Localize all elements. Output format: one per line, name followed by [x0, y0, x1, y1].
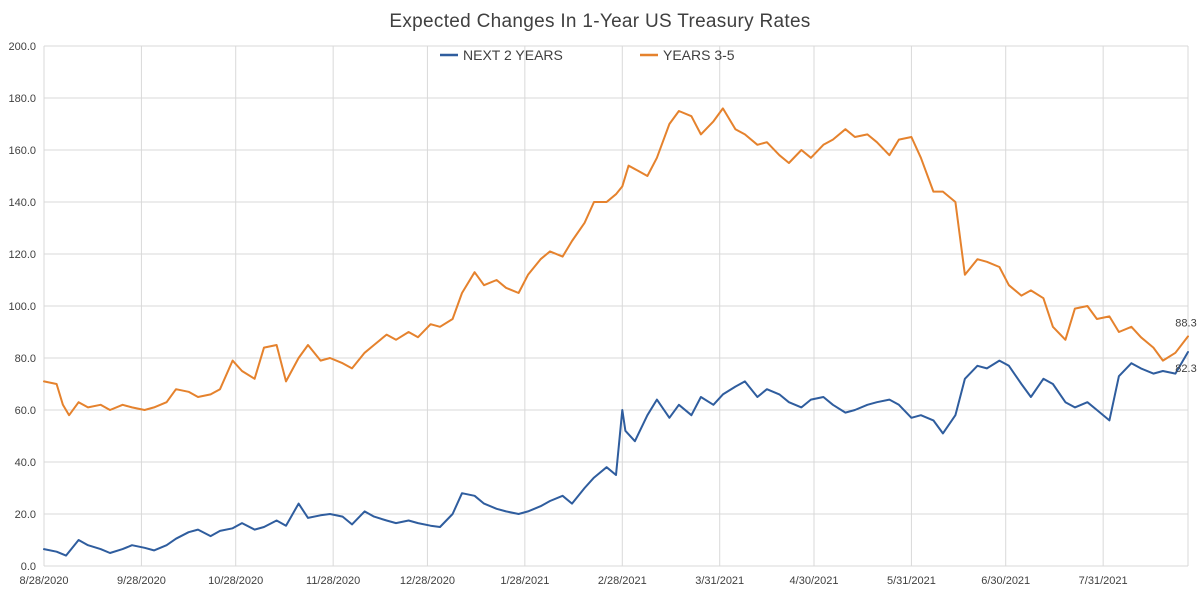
chart-title: Expected Changes In 1-Year US Treasury R… [389, 11, 810, 32]
x-tick-label: 2/28/2021 [598, 575, 647, 587]
x-tick-label: 8/28/2020 [20, 575, 69, 587]
y-tick-label: 120.0 [8, 249, 36, 261]
y-tick-label: 20.0 [15, 509, 36, 521]
series-lines [43, 107, 1189, 557]
y-tick-label: 40.0 [15, 457, 36, 469]
x-tick-label: 9/28/2020 [117, 575, 166, 587]
y-axis: 0.0 20.0 40.0 60.0 80.0 100.0 120.0 140.0 160.0 1… [8, 41, 36, 573]
x-tick-label: 10/28/2020 [208, 575, 263, 587]
y-tick-label: 140.0 [8, 197, 36, 209]
y-tick-label: 180.0 [8, 93, 36, 105]
data-label: 88.3 [1175, 317, 1196, 329]
x-tick-label: 5/31/2021 [887, 575, 936, 587]
y-tick-label: 160.0 [8, 145, 36, 157]
series-line [43, 351, 1189, 557]
end-labels: 82.3 88.3 [1175, 317, 1196, 375]
y-tick-label: 100.0 [8, 301, 36, 313]
x-tick-label: 11/28/2020 [306, 575, 360, 587]
y-tick-label: 80.0 [15, 353, 36, 365]
x-axis: 8/28/2020 9/28/2020 10/28/2020 11/28/2020 12… [20, 575, 1128, 587]
x-tick-label: 12/28/2020 [400, 575, 455, 587]
x-tick-label: 7/31/2021 [1079, 575, 1128, 587]
legend-label: YEARS 3-5 [663, 47, 735, 63]
x-tick-label: 4/30/2021 [790, 575, 839, 587]
series-line [43, 107, 1189, 417]
legend: NEXT 2 YEARS YEARS 3-5 [440, 47, 735, 63]
data-label: 82.3 [1175, 363, 1196, 375]
y-tick-label: 200.0 [8, 41, 36, 53]
legend-label: NEXT 2 YEARS [463, 47, 563, 63]
y-tick-label: 60.0 [15, 405, 36, 417]
x-tick-label: 3/31/2021 [695, 575, 744, 587]
gridlines [43, 45, 1189, 567]
x-tick-label: 1/28/2021 [500, 575, 549, 587]
y-tick-label: 0.0 [21, 561, 36, 573]
x-tick-label: 6/30/2021 [981, 575, 1030, 587]
